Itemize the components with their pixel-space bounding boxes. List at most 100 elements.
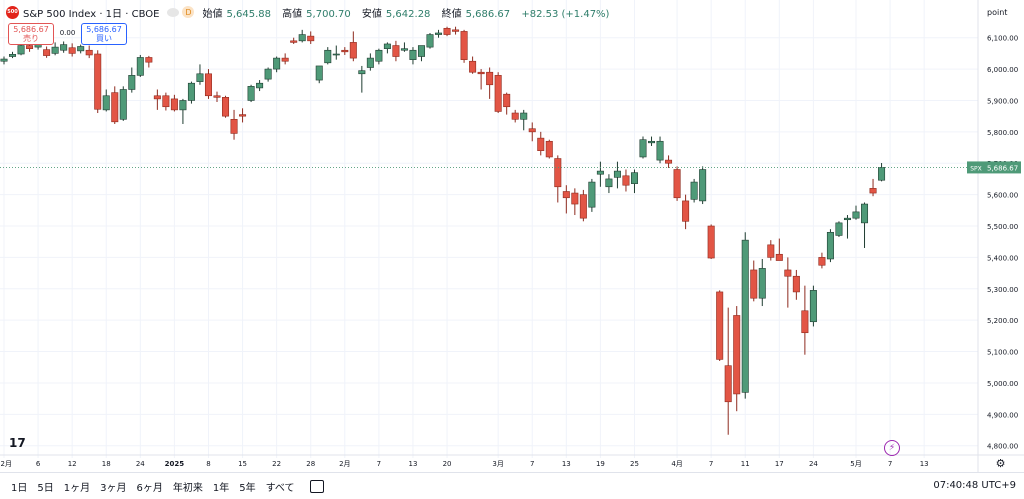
candle-body bbox=[162, 95, 170, 108]
candle-body bbox=[204, 73, 212, 97]
candle-body bbox=[741, 239, 749, 393]
candle-body bbox=[332, 53, 340, 56]
candle-body bbox=[750, 269, 758, 299]
candle-body bbox=[622, 175, 630, 186]
y-tick-label: 5,200.00 bbox=[987, 317, 1018, 325]
price-unit-label: point bbox=[987, 8, 1007, 17]
symbol-title[interactable]: S&P 500 Index · 1日 · CBOE bbox=[23, 8, 160, 20]
range-button[interactable]: 1ヶ月 bbox=[63, 482, 91, 494]
candle-body bbox=[366, 57, 374, 68]
candlestick-chart[interactable]: 4,800.00 4,900.00 5,000.00 5,100.00 5,200.00… bbox=[0, 0, 1024, 472]
x-tick-label: 3月 bbox=[492, 460, 503, 468]
x-tick-label: 7 bbox=[888, 460, 892, 468]
x-tick-label: 13 bbox=[920, 460, 929, 468]
candle-body bbox=[545, 140, 553, 158]
candle-body bbox=[43, 49, 51, 56]
y-tick-label: 4,800.00 bbox=[987, 443, 1018, 451]
candle-body bbox=[733, 315, 741, 395]
candle-body bbox=[707, 225, 715, 259]
clock[interactable]: 07:40:48 UTC+9 bbox=[933, 480, 1016, 491]
candle-body bbox=[77, 46, 85, 52]
symbol-logo: 500 bbox=[6, 5, 19, 19]
x-tick-label: 11 bbox=[741, 460, 750, 468]
candle-body bbox=[170, 98, 178, 111]
candle-body bbox=[435, 32, 443, 35]
candle-body bbox=[392, 45, 400, 57]
range-button[interactable]: 1年 bbox=[212, 482, 230, 494]
buy-price: 5,686.67 bbox=[86, 25, 122, 34]
range-button[interactable]: 年初来 bbox=[172, 482, 203, 494]
buy-button[interactable]: 5,686.67 買い bbox=[81, 23, 127, 45]
candle-body bbox=[588, 181, 596, 208]
x-tick-label: 2025 bbox=[165, 460, 185, 468]
buy-label: 買い bbox=[96, 34, 112, 43]
x-tick-label: 24 bbox=[136, 460, 145, 468]
candle-body bbox=[85, 49, 93, 56]
y-tick-label: 5,900.00 bbox=[987, 97, 1018, 105]
candle-body bbox=[724, 365, 732, 403]
candle-body bbox=[222, 97, 230, 117]
last-price-tag-text: 5,686.67 bbox=[987, 164, 1018, 172]
flash-icon[interactable]: ⚡ bbox=[884, 440, 900, 456]
candle-body bbox=[281, 57, 289, 62]
candle-body bbox=[0, 58, 8, 62]
candle-body bbox=[230, 118, 238, 134]
y-tick-label: 5,300.00 bbox=[987, 286, 1018, 294]
eye-icon[interactable] bbox=[167, 7, 180, 17]
candle-body bbox=[673, 169, 681, 199]
candle-body bbox=[315, 65, 323, 81]
x-tick-label: 7 bbox=[709, 460, 713, 468]
candle-body bbox=[9, 54, 17, 57]
candle-body bbox=[596, 170, 604, 175]
candle-body bbox=[520, 112, 528, 120]
candle-body bbox=[537, 137, 545, 151]
x-tick-label: 19 bbox=[596, 460, 605, 468]
candle-body bbox=[273, 57, 281, 70]
candle-body bbox=[648, 140, 656, 144]
y-tick-label: 5,000.00 bbox=[987, 380, 1018, 388]
x-tick-label: 25 bbox=[630, 460, 639, 468]
y-tick-label: 6,100.00 bbox=[987, 35, 1018, 43]
range-button[interactable]: 5日 bbox=[37, 482, 54, 494]
candle-body bbox=[256, 82, 264, 89]
sell-button[interactable]: 5,686.67 売り bbox=[8, 23, 54, 45]
range-button[interactable]: 6ヶ月 bbox=[136, 482, 163, 494]
candle-body bbox=[247, 86, 255, 101]
candle-body bbox=[665, 159, 673, 164]
candle-body bbox=[60, 44, 68, 51]
range-button[interactable]: 3ヶ月 bbox=[100, 482, 127, 494]
gear-icon[interactable]: ⚙ bbox=[995, 457, 1006, 470]
x-tick-label: 13 bbox=[408, 460, 417, 468]
y-tick-label: 6,000.00 bbox=[987, 66, 1018, 74]
candle-body bbox=[460, 31, 468, 60]
close-label: 終値 bbox=[441, 8, 462, 20]
candle-body bbox=[571, 192, 579, 205]
x-tick-label: 7 bbox=[530, 460, 534, 468]
chart-area[interactable]: 4,800.00 4,900.00 5,000.00 5,100.00 5,200.00… bbox=[0, 0, 1024, 472]
candle-body bbox=[187, 82, 195, 101]
candle-body bbox=[767, 244, 775, 258]
candle-body bbox=[153, 95, 161, 100]
candle-body bbox=[375, 49, 383, 62]
candle-body bbox=[349, 42, 357, 59]
candle-body bbox=[835, 222, 843, 236]
candle-body bbox=[486, 71, 494, 86]
tradingview-logo[interactable]: 17 bbox=[9, 436, 26, 450]
data-status[interactable]: D bbox=[167, 6, 195, 18]
candle-body bbox=[196, 73, 204, 82]
candle-body bbox=[136, 57, 144, 76]
bottom-toolbar: 1日 5日 1ヶ月 3ヶ月 6ヶ月 年初来 1年 5年 すべて 07:40:48 UTC+9 bbox=[0, 472, 1024, 499]
calendar-icon[interactable] bbox=[309, 479, 324, 493]
candle-body bbox=[128, 75, 136, 90]
candle-body bbox=[102, 95, 110, 111]
candle-body bbox=[852, 211, 860, 219]
low-value: 5,642.28 bbox=[385, 8, 431, 20]
range-button[interactable]: 1日 bbox=[11, 482, 28, 494]
candle-body bbox=[503, 93, 511, 108]
range-button[interactable]: 5年 bbox=[239, 482, 256, 494]
candle-body bbox=[17, 45, 25, 55]
candle-body bbox=[324, 49, 332, 64]
candle-body bbox=[307, 35, 315, 42]
range-button[interactable]: すべて bbox=[265, 482, 295, 494]
candle-body bbox=[818, 257, 826, 266]
